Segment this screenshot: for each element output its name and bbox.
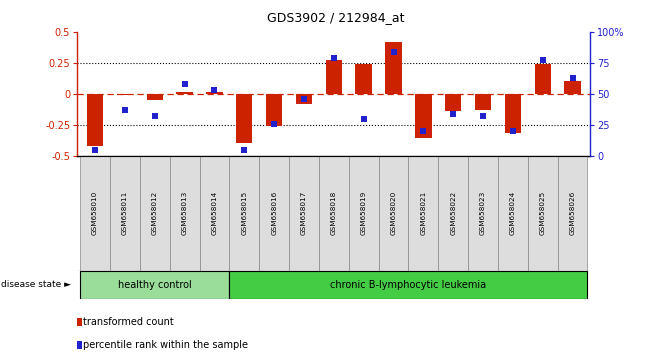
Bar	[206, 92, 223, 94]
Bar	[117, 94, 133, 95]
Bar	[558, 156, 588, 271]
Point	[150, 113, 160, 119]
Text: GSM658019: GSM658019	[361, 191, 366, 235]
Bar	[349, 156, 378, 271]
Bar	[528, 156, 558, 271]
Text: GSM658012: GSM658012	[152, 191, 158, 235]
Bar	[415, 94, 431, 138]
Text: GSM658017: GSM658017	[301, 191, 307, 235]
Bar	[505, 94, 521, 133]
Bar	[110, 156, 140, 271]
Bar	[378, 156, 409, 271]
Bar	[266, 94, 282, 126]
Bar	[319, 156, 349, 271]
Point	[448, 111, 458, 116]
Point	[90, 147, 101, 152]
Text: GSM658010: GSM658010	[92, 191, 98, 235]
Bar	[229, 271, 588, 299]
Point	[478, 113, 488, 119]
Bar	[170, 156, 199, 271]
Point	[418, 128, 429, 134]
Point	[179, 81, 190, 87]
Text: percentile rank within the sample: percentile rank within the sample	[83, 340, 248, 350]
Text: chronic B-lymphocytic leukemia: chronic B-lymphocytic leukemia	[330, 280, 486, 290]
Bar	[356, 64, 372, 94]
Bar	[229, 156, 259, 271]
Point	[209, 87, 220, 93]
Point	[119, 107, 130, 113]
Text: GSM658013: GSM658013	[182, 191, 188, 235]
Bar	[564, 81, 581, 94]
Text: GSM658015: GSM658015	[242, 191, 248, 235]
Bar	[498, 156, 528, 271]
Bar	[146, 94, 163, 100]
Bar	[296, 94, 312, 104]
Bar	[236, 94, 252, 143]
Bar	[385, 42, 402, 94]
Bar	[475, 94, 491, 110]
Point	[239, 147, 250, 152]
Point	[299, 96, 309, 102]
Text: GSM658020: GSM658020	[391, 191, 397, 235]
Text: GDS3902 / 212984_at: GDS3902 / 212984_at	[267, 11, 404, 24]
Point	[507, 128, 518, 134]
Text: GSM658022: GSM658022	[450, 191, 456, 235]
Text: GSM658023: GSM658023	[480, 191, 486, 235]
Bar	[80, 271, 229, 299]
Bar	[140, 156, 170, 271]
Point	[329, 55, 340, 61]
Bar	[468, 156, 498, 271]
Bar	[80, 156, 110, 271]
Text: GSM658018: GSM658018	[331, 191, 337, 235]
Text: GSM658024: GSM658024	[510, 191, 516, 235]
Point	[358, 116, 369, 121]
Text: GSM658011: GSM658011	[122, 191, 128, 235]
Point	[567, 75, 578, 80]
Bar	[259, 156, 289, 271]
Point	[388, 49, 399, 55]
Text: disease state ►: disease state ►	[1, 280, 71, 290]
Bar	[409, 156, 438, 271]
Bar	[176, 92, 193, 94]
Point	[537, 58, 548, 63]
Bar	[445, 94, 462, 111]
Text: GSM658025: GSM658025	[539, 191, 546, 235]
Bar	[535, 64, 551, 94]
Bar	[438, 156, 468, 271]
Bar	[87, 94, 103, 146]
Bar	[199, 156, 229, 271]
Point	[269, 121, 280, 126]
Text: GSM658026: GSM658026	[570, 191, 576, 235]
Text: GSM658014: GSM658014	[211, 191, 217, 235]
Text: GSM658016: GSM658016	[271, 191, 277, 235]
Text: healthy control: healthy control	[118, 280, 192, 290]
Bar	[325, 61, 342, 94]
Bar	[289, 156, 319, 271]
Text: transformed count: transformed count	[83, 317, 174, 327]
Text: GSM658021: GSM658021	[420, 191, 426, 235]
